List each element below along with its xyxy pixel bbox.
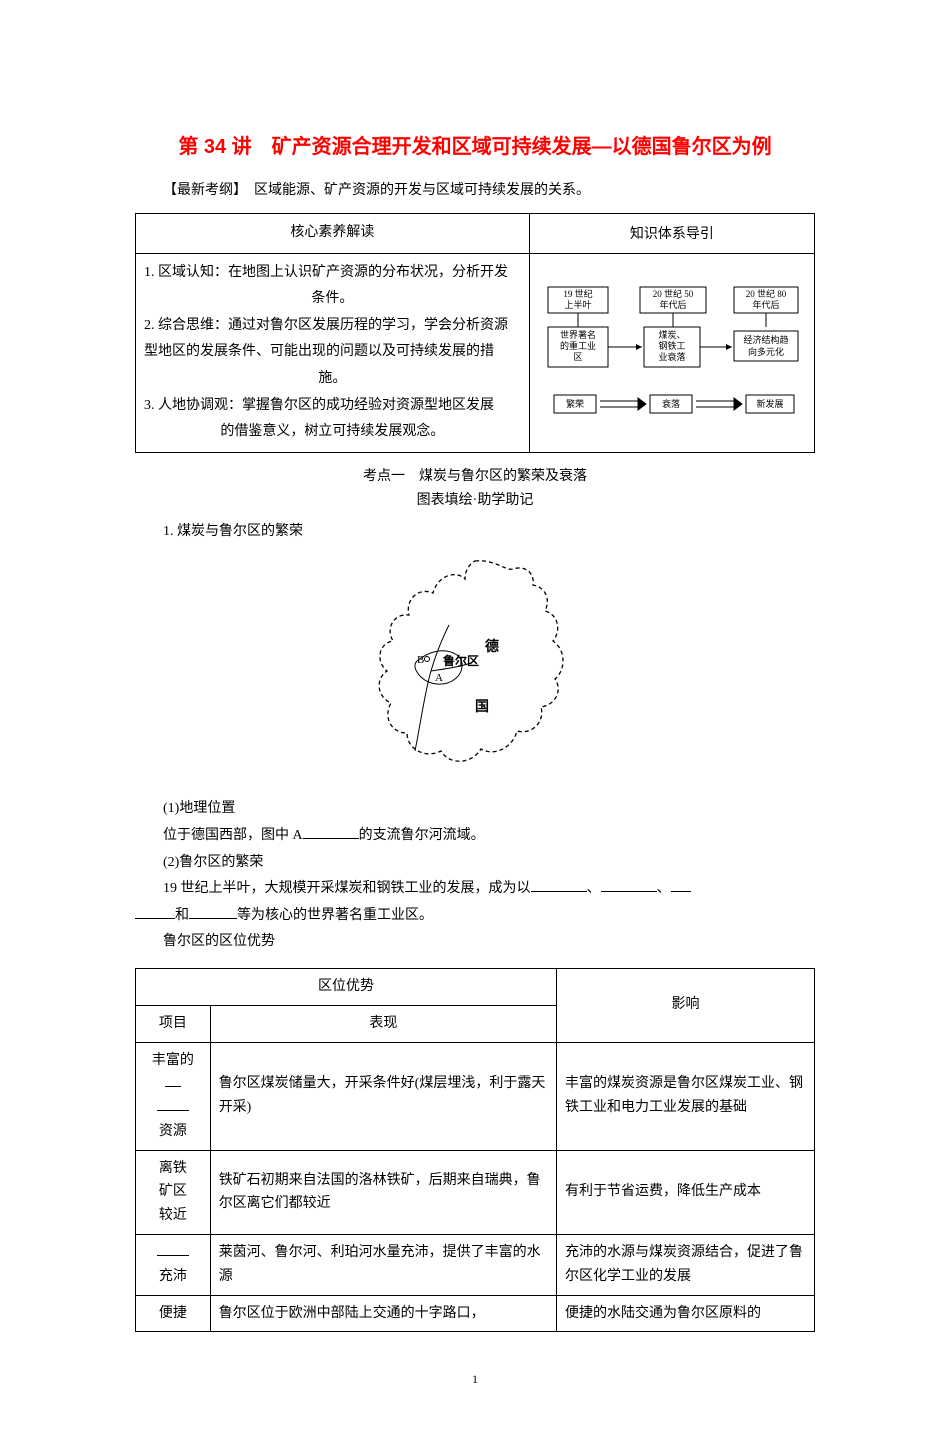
- exam-outline-text: 区域能源、矿产资源的开发与区域可持续发展的关系。: [240, 183, 590, 198]
- sep: 、: [657, 881, 671, 896]
- flow-box-text: 20 世纪 80: [746, 288, 787, 299]
- quwei-title: 鲁尔区的区位优势: [135, 929, 815, 956]
- cell-text: 丰富的: [152, 1053, 194, 1068]
- loc-text-2: 的支流鲁尔河流域。: [359, 828, 485, 843]
- flow-box-text: 衰落: [662, 398, 680, 409]
- exam-outline-label: 【最新考纲】: [163, 183, 240, 198]
- cell-project: 离铁 矿区 较近: [136, 1150, 211, 1234]
- sep: 、: [587, 881, 601, 896]
- cell-behavior: 莱茵河、鲁尔河、利珀河水量充沛，提供了丰富的水源: [210, 1235, 556, 1296]
- blank-fill: [135, 905, 175, 919]
- flow-box-text: 煤炭、: [658, 329, 685, 340]
- th-project: 项目: [136, 1005, 211, 1042]
- table-row: 便捷 鲁尔区位于欧洲中部陆上交通的十字路口， 便捷的水陆交通为鲁尔区原料的: [136, 1295, 815, 1332]
- core-left-text: 1. 区域认知：在地图上认识矿产资源的分布状况，分析开发 条件。 2. 综合思维…: [136, 253, 530, 452]
- blank-fill: [157, 1098, 189, 1112]
- flow-box-text: 繁荣: [566, 398, 584, 409]
- map-label-b: B: [417, 654, 424, 666]
- blank-fill: [157, 1242, 189, 1256]
- core-table: 核心素养解读 知识体系导引 1. 区域认知：在地图上认识矿产资源的分布状况，分析…: [135, 213, 815, 453]
- prosper-a: 19 世纪上半叶，大规模开采煤炭和钢铁工业的发展，成为以: [163, 881, 531, 896]
- cell-impact: 有利于节省运费，降低生产成本: [556, 1150, 814, 1234]
- flow-box-text: 上半叶: [564, 299, 591, 310]
- flow-box-text: 20 世纪 50: [653, 288, 694, 299]
- th-impact: 影响: [556, 968, 814, 1042]
- map-label-a: A: [435, 672, 443, 684]
- header-left: 核心素养解读: [136, 214, 530, 254]
- flow-box-text: 19 世纪: [563, 288, 592, 299]
- blank-fill: [165, 1074, 181, 1088]
- section-1-title: 1. 煤炭与鲁尔区的繁荣: [135, 519, 815, 546]
- loc-label: (1)地理位置: [135, 796, 815, 823]
- document-page: 第 34 讲 矿产资源合理开发和区域可持续发展—以德国鲁尔区为例 【最新考纲】 …: [0, 0, 950, 1447]
- tubiao-heading: 图表填绘·助学助记: [135, 489, 815, 509]
- cell-impact: 便捷的水陆交通为鲁尔区原料的: [556, 1295, 814, 1332]
- flow-box-text: 向多元化: [748, 346, 784, 357]
- loc-text: 位于德国西部，图中 A 的支流鲁尔河流域。: [135, 823, 815, 850]
- table-row: 充沛 莱茵河、鲁尔河、利珀河水量充沛，提供了丰富的水源 充沛的水源与煤炭资源结合…: [136, 1235, 815, 1296]
- cell-impact: 充沛的水源与煤炭资源结合，促进了鲁尔区化学工业的发展: [556, 1235, 814, 1296]
- cell-project: 充沛: [136, 1235, 211, 1296]
- flow-box-text: 世界著名: [560, 329, 596, 340]
- blank-fill: [531, 879, 587, 893]
- cell-behavior: 鲁尔区煤炭储量大，开采条件好(煤层埋浅，利于露天开采): [210, 1042, 556, 1150]
- prosper-text-2: 和 等为核心的世界著名重工业区。: [135, 903, 815, 930]
- table-row: 丰富的 资源 鲁尔区煤炭储量大，开采条件好(煤层埋浅，利于露天开采) 丰富的煤炭…: [136, 1042, 815, 1150]
- cell-project: 丰富的 资源: [136, 1042, 211, 1150]
- cell-impact: 丰富的煤炭资源是鲁尔区煤炭工业、钢铁工业和电力工业发展的基础: [556, 1042, 814, 1150]
- page-number: 1: [135, 1372, 815, 1387]
- prosper-label: (2)鲁尔区的繁荣: [135, 850, 815, 877]
- prosper-b: 和: [175, 908, 189, 923]
- map-label-country: 德: [485, 638, 499, 655]
- table-row: 核心素养解读 知识体系导引: [136, 214, 815, 254]
- table-row: 区位优势 影响: [136, 968, 815, 1005]
- prosper-text: 19 世纪上半叶，大规模开采煤炭和钢铁工业的发展，成为以 、 、: [135, 876, 815, 903]
- header-right: 知识体系导引: [529, 214, 814, 254]
- blank-fill: [671, 879, 691, 893]
- cell-behavior: 鲁尔区位于欧洲中部陆上交通的十字路口，: [210, 1295, 556, 1332]
- cell-behavior: 铁矿石初期来自法国的洛林铁矿，后期来自瑞典，鲁尔区离它们都较近: [210, 1150, 556, 1234]
- map-figure: B A 鲁尔区 德 国: [135, 551, 815, 786]
- flow-box-text: 年代后: [659, 299, 686, 310]
- flow-box-text: 区: [573, 352, 582, 362]
- map-label-country2: 国: [475, 699, 489, 715]
- location-advantage-table: 区位优势 影响 项目 表现 丰富的 资源 鲁尔区煤炭储量大，开采条件好(煤层埋浅…: [135, 968, 815, 1333]
- blank-fill: [303, 825, 359, 839]
- exam-outline: 【最新考纲】 区域能源、矿产资源的开发与区域可持续发展的关系。: [135, 179, 815, 199]
- map-label-region: 鲁尔区: [442, 653, 479, 668]
- page-title: 第 34 讲 矿产资源合理开发和区域可持续发展—以德国鲁尔区为例: [135, 130, 815, 159]
- kaodian-heading: 考点一 煤炭与鲁尔区的繁荣及衰落: [135, 465, 815, 485]
- cell-text: 矿区: [159, 1184, 187, 1199]
- flow-box-text: 钢铁工: [658, 340, 685, 351]
- blank-fill: [601, 879, 657, 893]
- flow-box-text: 新发展: [756, 398, 783, 409]
- blank-fill: [189, 905, 237, 919]
- flow-diagram: 19 世纪 上半叶 20 世纪 50 年代后 20 世纪 80 年代后: [542, 283, 802, 423]
- flow-box-text: 的重工业: [560, 340, 596, 351]
- table-row: 离铁 矿区 较近 铁矿石初期来自法国的洛林铁矿，后期来自瑞典，鲁尔区离它们都较近…: [136, 1150, 815, 1234]
- germany-map: B A 鲁尔区 德 国: [345, 551, 605, 781]
- cell-text: 充沛: [159, 1269, 187, 1284]
- cell-text: 离铁: [159, 1161, 187, 1176]
- prosper-c: 等为核心的世界著名重工业区。: [237, 908, 433, 923]
- flow-box-text: 经济结构趋: [743, 334, 788, 345]
- loc-text-1: 位于德国西部，图中 A: [163, 828, 303, 843]
- cell-project: 便捷: [136, 1295, 211, 1332]
- th-advantage: 区位优势: [136, 968, 557, 1005]
- flow-box-text: 业衰落: [658, 351, 685, 362]
- table-row: 1. 区域认知：在地图上认识矿产资源的分布状况，分析开发 条件。 2. 综合思维…: [136, 253, 815, 452]
- flow-box-text: 年代后: [752, 299, 779, 310]
- flow-diagram-cell: 19 世纪 上半叶 20 世纪 50 年代后 20 世纪 80 年代后: [529, 253, 814, 452]
- th-behavior: 表现: [210, 1005, 556, 1042]
- cell-text: 资源: [159, 1124, 187, 1139]
- cell-text: 较近: [159, 1208, 187, 1223]
